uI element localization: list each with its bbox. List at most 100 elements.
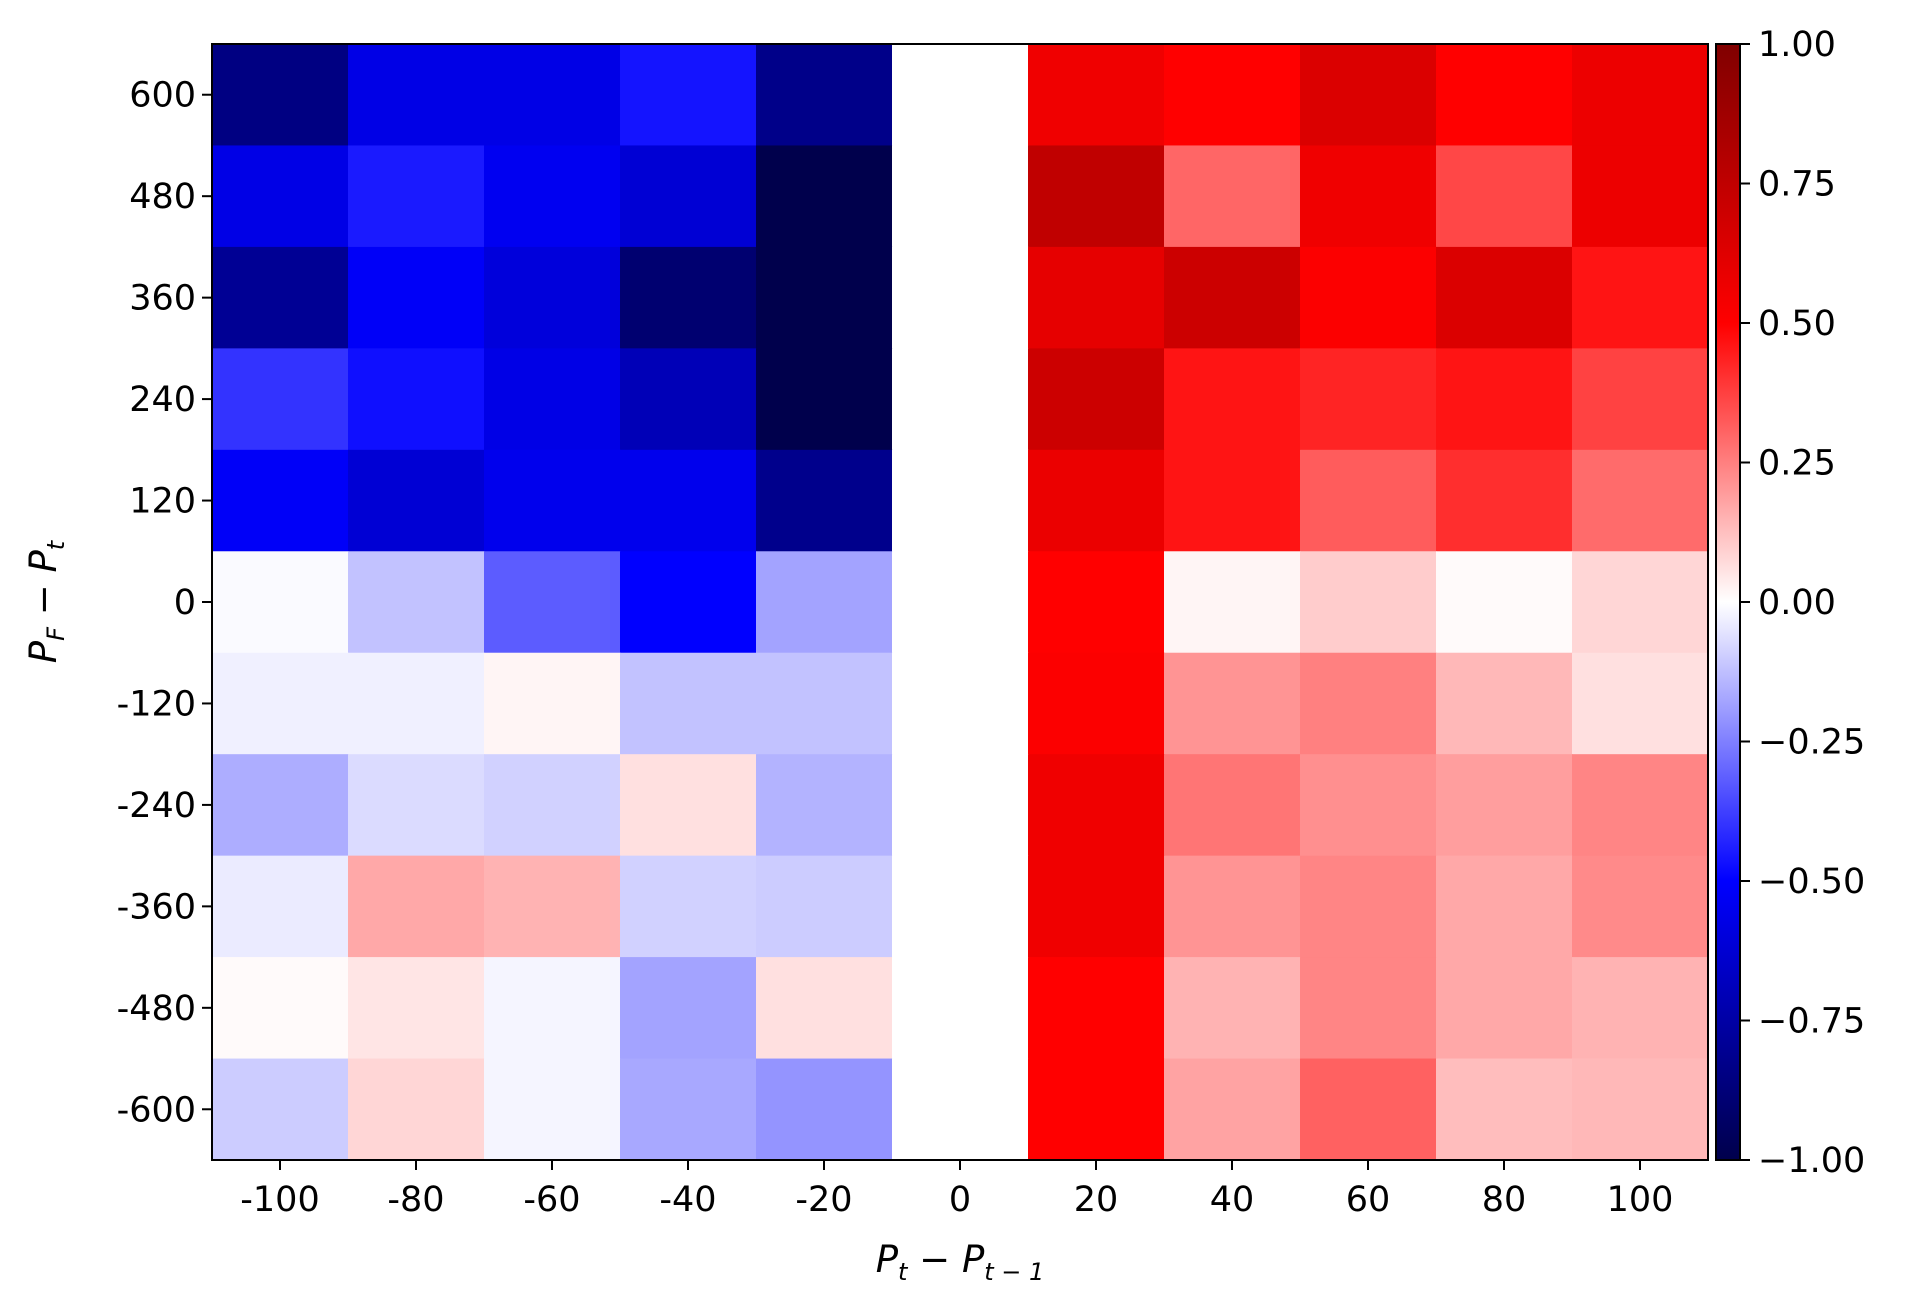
y-axis-label: PF − Pt: [22, 539, 70, 663]
colorbar-tick-label: 1.00: [1758, 25, 1836, 65]
heatmap-cell-r2-c6: [1028, 246, 1165, 349]
heatmap-cell-r1-c1: [348, 145, 485, 248]
heatmap-cell-r1-c8: [1300, 145, 1437, 248]
y-tick-label: 480: [129, 177, 196, 217]
heatmap-cell-r1-c10: [1572, 145, 1709, 248]
y-tick-label: -600: [117, 1090, 196, 1130]
heatmap-cell-r5-c9: [1436, 551, 1573, 654]
heatmap-cell-r10-c10: [1572, 1058, 1709, 1161]
heatmap-cell-r5-c1: [348, 551, 485, 654]
heatmap-cell-r6-c8: [1300, 652, 1437, 755]
heatmap-cell-r1-c5: [892, 145, 1029, 248]
heatmap-cell-r1-c7: [1164, 145, 1301, 248]
heatmap-cell-r7-c7: [1164, 754, 1301, 857]
heatmap-cell-r3-c2: [484, 348, 621, 451]
heatmap-cell-r7-c2: [484, 754, 621, 857]
heatmap-cell-r4-c5: [892, 449, 1029, 552]
heatmap-cell-r3-c5: [892, 348, 1029, 451]
heatmap-cell-r4-c8: [1300, 449, 1437, 552]
heatmap-cell-r1-c6: [1028, 145, 1165, 248]
heatmap-cell-r2-c2: [484, 246, 621, 349]
heatmap-cell-r2-c9: [1436, 246, 1573, 349]
heatmap-cell-r0-c3: [620, 44, 757, 147]
heatmap-cell-r6-c7: [1164, 652, 1301, 755]
heatmap-cell-r7-c5: [892, 754, 1029, 857]
x-tick-label: 20: [1074, 1180, 1119, 1220]
heatmap-cell-r3-c4: [756, 348, 893, 451]
heatmap-cell-r7-c10: [1572, 754, 1709, 857]
x-tick-label: -40: [659, 1180, 716, 1220]
heatmap-cell-r9-c6: [1028, 957, 1165, 1060]
heatmap-cell-r6-c1: [348, 652, 485, 755]
heatmap-cell-r6-c2: [484, 652, 621, 755]
heatmap-cell-r4-c9: [1436, 449, 1573, 552]
y-tick-label: 360: [129, 279, 196, 319]
y-axis-ticks: 600 480 360 240 120 0 -120 -240 -360 -480 -600: [117, 76, 212, 1130]
y-tick-label: 0: [174, 583, 196, 623]
heatmap-cell-r3-c3: [620, 348, 757, 451]
x-tick-label: -60: [523, 1180, 580, 1220]
x-tick-label: 100: [1607, 1180, 1674, 1220]
x-axis-label: Pt − Pt − 1: [876, 1238, 1045, 1286]
heatmap-cell-r0-c4: [756, 44, 893, 147]
heatmap-cell-r3-c0: [212, 348, 349, 451]
heatmap-cell-r5-c8: [1300, 551, 1437, 654]
heatmap-cell-r9-c8: [1300, 957, 1437, 1060]
colorbar-tick-label: 0.50: [1758, 304, 1836, 344]
heatmap-cell-r5-c4: [756, 551, 893, 654]
heatmap-cell-r3-c10: [1572, 348, 1709, 451]
heatmap-cell-r7-c8: [1300, 754, 1437, 857]
heatmap-cell-r6-c3: [620, 652, 757, 755]
heatmap-cell-r5-c3: [620, 551, 757, 654]
y-tick-label: -240: [117, 786, 196, 826]
heatmap-cell-r2-c4: [756, 246, 893, 349]
heatmap-cell-r6-c5: [892, 652, 1029, 755]
heatmap-cell-r0-c6: [1028, 44, 1165, 147]
heatmap-cell-r0-c10: [1572, 44, 1709, 147]
heatmap-cell-r2-c3: [620, 246, 757, 349]
heatmap-cell-r6-c4: [756, 652, 893, 755]
heatmap-cell-r10-c6: [1028, 1058, 1165, 1161]
heatmap-cell-r8-c7: [1164, 855, 1301, 958]
heatmap-cell-r10-c9: [1436, 1058, 1573, 1161]
heatmap-cell-r3-c6: [1028, 348, 1165, 451]
heatmap-cell-r10-c0: [212, 1058, 349, 1161]
heatmap-cell-r1-c0: [212, 145, 349, 248]
x-tick-label: 60: [1346, 1180, 1391, 1220]
heatmap-cell-r6-c10: [1572, 652, 1709, 755]
colorbar-tick-label: −0.50: [1758, 862, 1865, 902]
heatmap-cell-r4-c2: [484, 449, 621, 552]
heatmap-cell-r2-c7: [1164, 246, 1301, 349]
heatmap-cell-r8-c10: [1572, 855, 1709, 958]
x-tick-label: -80: [387, 1180, 444, 1220]
heatmap-cell-r9-c10: [1572, 957, 1709, 1060]
heatmap-cell-r6-c0: [212, 652, 349, 755]
heatmap-cell-r8-c5: [892, 855, 1029, 958]
colorbar: [1715, 43, 1741, 1161]
heatmap-cell-r1-c3: [620, 145, 757, 248]
x-axis-ticks: -100 -80 -60 -40 -20 0 20 40 60 80 100: [240, 1160, 1673, 1220]
heatmap-cell-r7-c9: [1436, 754, 1573, 857]
heatmap-cell-r8-c4: [756, 855, 893, 958]
heatmap-cell-r2-c1: [348, 246, 485, 349]
heatmap-cell-r3-c1: [348, 348, 485, 451]
heatmap-cell-r4-c0: [212, 449, 349, 552]
heatmap-cell-r2-c5: [892, 246, 1029, 349]
heatmap-cell-r0-c7: [1164, 44, 1301, 147]
heatmap-cell-r0-c0: [212, 44, 349, 147]
heatmap-cell-r9-c5: [892, 957, 1029, 1060]
y-tick-label: -360: [117, 887, 196, 927]
heatmap-cell-r6-c9: [1436, 652, 1573, 755]
heatmap-cell-r4-c1: [348, 449, 485, 552]
heatmap-cell-r10-c2: [484, 1058, 621, 1161]
x-tick-label: -100: [240, 1180, 319, 1220]
heatmap-cell-r9-c4: [756, 957, 893, 1060]
x-tick-label: -20: [795, 1180, 852, 1220]
heatmap-cell-r3-c7: [1164, 348, 1301, 451]
heatmap-cell-r8-c6: [1028, 855, 1165, 958]
heatmap-cell-r2-c10: [1572, 246, 1709, 349]
colorbar-tick-label: −0.75: [1758, 1002, 1865, 1042]
heatmap-cell-r4-c4: [756, 449, 893, 552]
colorbar-tick-label: 0.75: [1758, 165, 1836, 205]
heatmap-cell-r8-c2: [484, 855, 621, 958]
